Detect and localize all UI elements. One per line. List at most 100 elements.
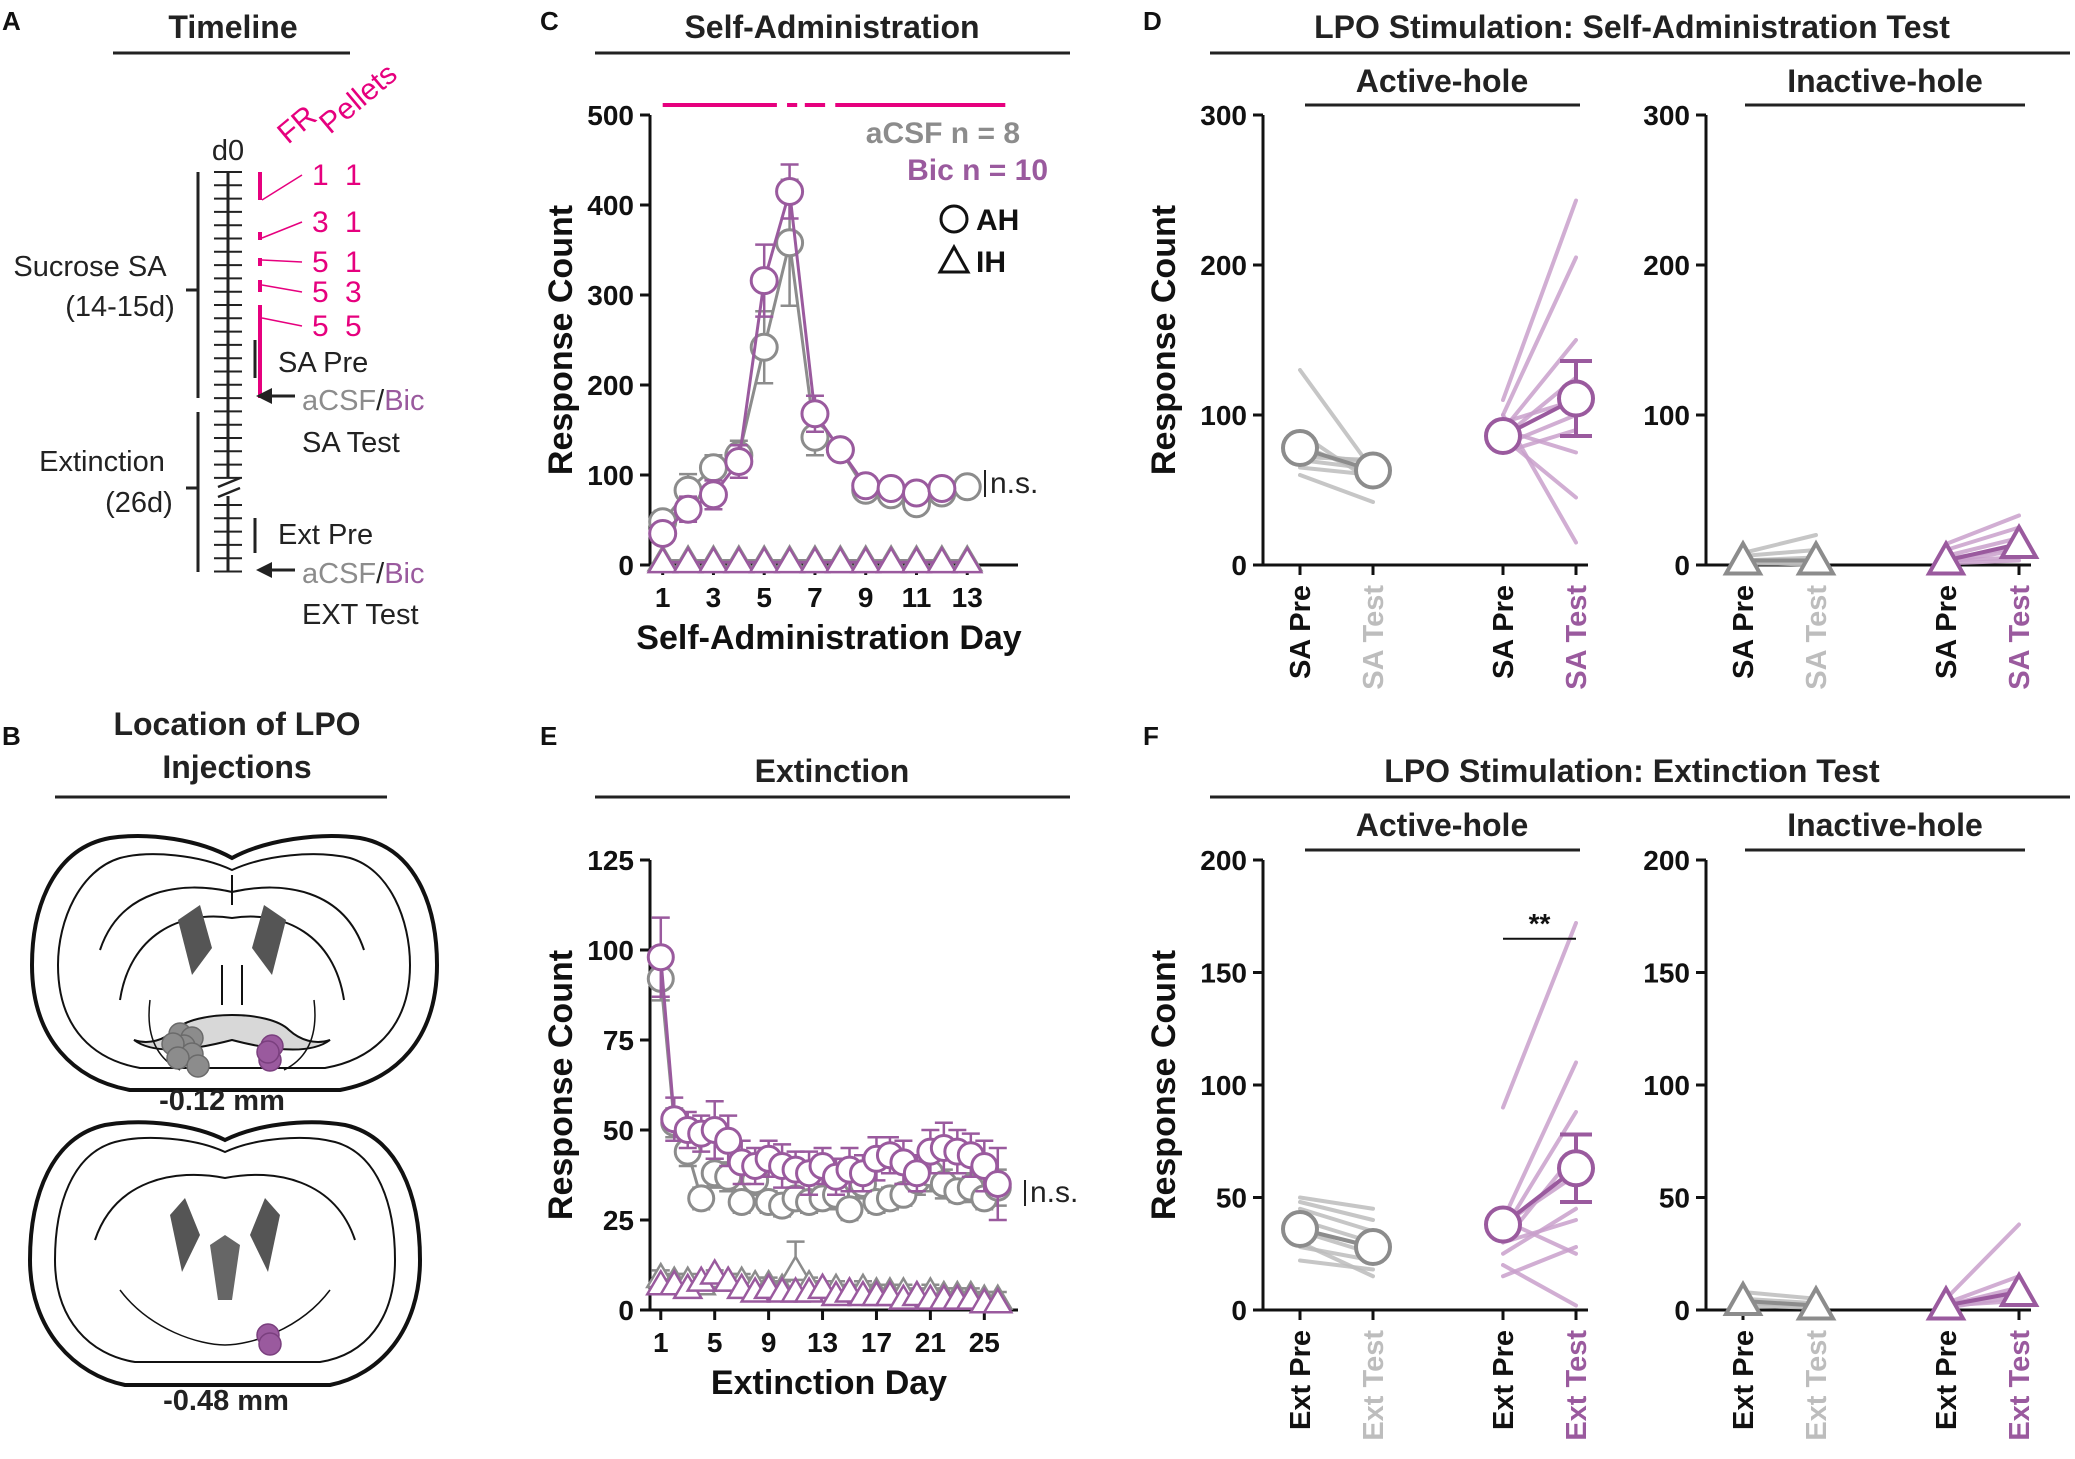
ext-active-significance-label: **: [1529, 908, 1551, 939]
ext-inactive-individual-line-acsf: [1741, 1296, 1818, 1306]
location-title-line2: Injections: [162, 749, 311, 785]
location-title-line1: Location of LPO: [113, 706, 360, 742]
ext-test-active-subtitle: Active-hole: [1356, 807, 1528, 843]
ext-active-y-tick-label: 50: [1216, 1183, 1247, 1214]
sa-active-mean-point-acsf: [1354, 451, 1392, 490]
ext-y-tick-label: 50: [603, 1115, 634, 1146]
ext-x-tick-label: 13: [807, 1327, 838, 1358]
timeline-d0-label: d0: [212, 135, 244, 167]
ext-test-inactive-subtitle: Inactive-hole: [1787, 807, 1983, 843]
ext-active-x-category-label: Ext Pre: [1488, 1330, 1520, 1430]
self-administration-chart: Self-Administration aCSF n = 8 Bic n = 1…: [542, 9, 1070, 657]
sa-active-x-category-label: SA Test: [1358, 585, 1390, 690]
slash-label: /: [376, 385, 385, 417]
sa-point-bic: [927, 474, 957, 503]
sa-inactive-individual-line-acsf: [1741, 548, 1818, 558]
panel-letter-a: A: [2, 6, 21, 36]
brain-section-anterior: -0.12 mm: [29, 834, 440, 1117]
sa-active-mean-point-bic: [1557, 379, 1595, 418]
panel-letter-f: F: [1143, 721, 1159, 751]
third-ventricle: [210, 1235, 240, 1300]
sa-point-bic: [800, 399, 830, 429]
timeline-schedule: 1 13 15 15 35 5: [258, 159, 362, 398]
sa-x-tick-label: 11: [902, 582, 932, 613]
injection-site-bic: [256, 1040, 280, 1064]
ext-point-bic: [646, 943, 675, 972]
ext-active-individual-line-acsf: [1298, 1200, 1375, 1222]
sa-active-individual-line-acsf: [1298, 473, 1375, 504]
third-ventricle: [221, 965, 243, 1005]
sa-x-tick-label: 1: [655, 582, 671, 613]
fr-header: FR: [271, 99, 323, 150]
legend-ah-label: AH: [976, 204, 1019, 237]
ext-active-y-tick-label: 100: [1200, 1070, 1247, 1101]
sa-point-acsf: [775, 228, 805, 258]
acsf-label: aCSF: [302, 385, 376, 417]
sa-active-individual-line-acsf: [1298, 368, 1375, 473]
sa-active-individual-line-bic: [1501, 198, 1578, 402]
sa-x-tick-label: 9: [858, 582, 874, 613]
ext-point-acsf: [687, 1184, 716, 1213]
schedule-fr-value: 5: [312, 310, 329, 343]
bic-n-label: Bic n = 10: [907, 154, 1048, 187]
sa-active-individual-line-bic: [1501, 338, 1578, 432]
injection-site-acsf: [186, 1054, 210, 1078]
sa-triangle-point-bic: [951, 545, 984, 574]
ext-y-tick-label: 100: [587, 935, 634, 966]
ext-inactive-y-tick-label: 100: [1643, 1070, 1690, 1101]
sa-triangle-point-bic: [824, 545, 857, 574]
sa-y-tick-label: 500: [587, 100, 634, 131]
sa-point-bic: [876, 474, 906, 503]
section2-coordinate: -0.48 mm: [163, 1385, 289, 1417]
sa-active-individual-line-bic: [1501, 255, 1578, 417]
pellets-header: Pellets: [313, 57, 403, 140]
schedule-pellets-value: 5: [345, 310, 362, 343]
ext-inactive-mean-triangle-bic: [1998, 1270, 2040, 1307]
legend-ih-label: IH: [976, 246, 1006, 279]
ext-inactive-x-category-label: Ext Test: [1801, 1330, 1833, 1441]
sa-triangle-point-bic: [849, 545, 882, 574]
ext-inactive-mean-triangle-acsf: [1722, 1279, 1764, 1316]
panel-letter-e: E: [540, 721, 557, 751]
ext-point-bic: [714, 1126, 743, 1155]
ext-active-individual-line-acsf: [1298, 1240, 1375, 1279]
ext-test-panel: LPO Stimulation: Extinction Test Active-…: [1145, 753, 2070, 1441]
sa-triangle-point-bic: [646, 545, 679, 574]
sa-pre-label: SA Pre: [278, 347, 368, 379]
extinction-chart: Extinction n.s. 0 25 50 75 100 125 1 5 9 13 17 21 25…: [542, 753, 1078, 1402]
sa-y-tick-label: 300: [587, 280, 634, 311]
ext-inactive-mean-triangle-acsf: [1795, 1284, 1837, 1321]
corpus-callosum: [94, 1173, 356, 1241]
ext-active-y-tick-label: 150: [1200, 958, 1247, 989]
schedule-pellets-value: 1: [345, 206, 362, 239]
ext-y-tick-label: 125: [587, 845, 634, 876]
cortex-inner-line: [53, 1136, 397, 1363]
ext-inactive-y-tick-label: 150: [1643, 958, 1690, 989]
sa-point-bic: [851, 471, 881, 501]
ext-active-y-tick-label: 200: [1200, 845, 1247, 876]
sa-y-axis-label: Response Count: [542, 205, 580, 475]
sa-test-title: LPO Stimulation: Self-Administration Tes…: [1314, 9, 1950, 45]
ext-x-tick-label: 5: [707, 1327, 723, 1358]
ventricle-left: [170, 1198, 200, 1272]
sa-active-y-tick-label: 300: [1200, 100, 1247, 131]
sa-point-bic: [648, 519, 678, 548]
ext-point-acsf: [835, 1195, 864, 1224]
sa-inactive-y-tick-label: 300: [1643, 100, 1690, 131]
panel-letter-b: B: [2, 721, 21, 751]
ext-point-bic: [902, 1159, 931, 1188]
injection-site-acsf: [166, 1046, 190, 1070]
bic-label: Bic: [384, 558, 424, 590]
sa-inactive-y-tick-label: 200: [1643, 250, 1690, 281]
sa-test-treatment: aCSF/Bic: [302, 385, 425, 417]
sa-chart-title: Self-Administration: [684, 9, 979, 45]
legend-triangle-marker: [937, 243, 971, 274]
ext-x-tick-label: 21: [915, 1327, 946, 1358]
sa-triangle-point-bic: [671, 545, 705, 574]
sa-point-acsf: [698, 453, 728, 483]
ext-inactive-x-category-label: Ext Test: [2004, 1330, 2036, 1441]
sa-active-mean-point-bic: [1484, 417, 1522, 455]
sa-test-inactive-subtitle: Inactive-hole: [1787, 63, 1983, 99]
acsf-n-label: aCSF n = 8: [866, 117, 1020, 150]
